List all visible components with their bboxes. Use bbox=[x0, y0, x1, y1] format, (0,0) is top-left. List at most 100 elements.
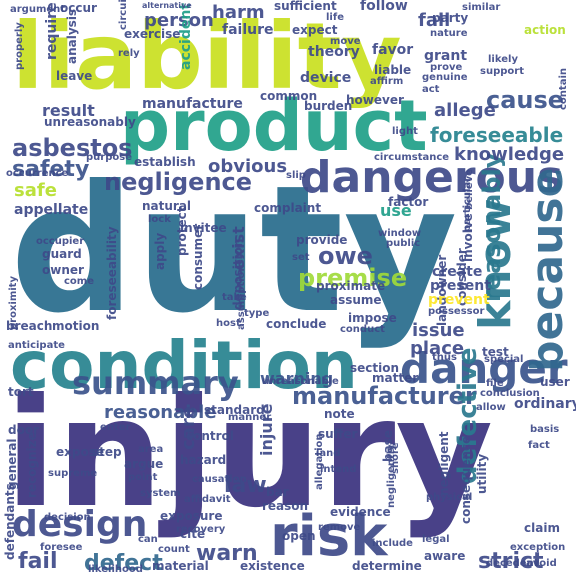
word-failure: failure bbox=[222, 22, 274, 38]
word-sufficient: sufficient bbox=[274, 0, 337, 13]
word-provide: provide bbox=[296, 233, 347, 247]
word-window: window bbox=[378, 228, 421, 239]
word-involve: involve bbox=[461, 213, 475, 262]
word-existence: existence bbox=[240, 559, 305, 573]
word-person: person bbox=[144, 10, 214, 31]
word-likelihood: likelihood bbox=[88, 564, 143, 575]
word-recovery: recovery bbox=[176, 524, 226, 535]
word-user: user bbox=[540, 375, 570, 389]
word-consider: consider bbox=[455, 248, 469, 306]
word-count: count bbox=[158, 544, 190, 555]
word-nature: nature bbox=[430, 28, 468, 39]
word-cite: cite bbox=[180, 527, 205, 541]
word-common: common bbox=[260, 89, 317, 103]
word-liable: liable bbox=[374, 63, 411, 77]
word-system: system bbox=[140, 488, 180, 499]
word-door: door bbox=[8, 423, 39, 437]
word-defect: defect bbox=[84, 551, 163, 576]
word-intend: intend bbox=[320, 464, 356, 475]
word-circumstance: circumstance bbox=[374, 152, 449, 163]
word-reasonably: reasonably bbox=[478, 152, 506, 302]
word-manufacturer: manufacturer bbox=[292, 382, 477, 410]
word-slip: slip bbox=[286, 170, 306, 181]
word-motion: motion bbox=[52, 319, 99, 333]
word-grant: grant bbox=[424, 48, 467, 64]
word-likely: likely bbox=[488, 54, 518, 65]
word-warn: warn bbox=[196, 541, 258, 566]
word-foresee: foresee bbox=[40, 542, 83, 553]
word-manner: manner bbox=[228, 412, 271, 423]
word-unreasonably: unreasonably bbox=[44, 115, 136, 129]
word-defendants: defendants bbox=[3, 483, 17, 560]
word-dangerous: dangerous bbox=[300, 152, 563, 203]
word-fail: fail bbox=[18, 549, 58, 574]
word-legal: legal bbox=[422, 534, 450, 545]
word-assumption: assumption bbox=[236, 264, 247, 330]
word-genuine: genuine bbox=[422, 72, 468, 83]
word-issue: issue bbox=[412, 320, 465, 341]
word-duty: duty bbox=[10, 149, 458, 352]
word-alternative: alternative bbox=[142, 1, 192, 10]
word-affidavit: affidavit bbox=[184, 494, 231, 505]
word-require: require bbox=[44, 2, 60, 60]
word-owner: owner bbox=[42, 263, 84, 277]
word-device: device bbox=[300, 70, 351, 86]
word-remove: remove bbox=[318, 522, 361, 533]
word-fall: fall bbox=[418, 10, 450, 31]
word-allege: allege bbox=[434, 100, 496, 121]
word-suffer: suffer bbox=[318, 427, 358, 441]
word-can: can bbox=[138, 534, 158, 545]
word-physical: physical bbox=[426, 492, 472, 503]
word-occupier: occupier bbox=[36, 236, 84, 247]
word-party: party bbox=[432, 11, 468, 25]
word-safety: safety bbox=[12, 157, 89, 182]
word-properly: properly bbox=[14, 22, 25, 70]
word-file: file bbox=[486, 378, 504, 389]
word-determine: determine bbox=[352, 559, 422, 573]
word-consumer: consumer bbox=[191, 224, 205, 290]
word-ordinary: ordinary bbox=[514, 396, 576, 412]
word-assume: assume bbox=[330, 293, 382, 307]
word-negligent: negligent bbox=[437, 431, 451, 496]
word-knowledge: knowledge bbox=[454, 144, 564, 165]
word-safe: safe bbox=[14, 180, 57, 201]
word-appellate: appellate bbox=[14, 202, 88, 218]
word-expose: expose bbox=[56, 445, 104, 459]
word-support: support bbox=[480, 66, 524, 77]
word-exist: exist bbox=[229, 226, 248, 270]
word-natural: natural bbox=[142, 199, 191, 213]
word-because: because bbox=[522, 168, 573, 372]
word-consequence: consequence bbox=[459, 436, 473, 524]
word-fact: fact bbox=[528, 440, 550, 451]
word-conduct: conduct bbox=[340, 324, 385, 335]
word-aware: aware bbox=[424, 549, 465, 563]
word-leave: leave bbox=[56, 69, 92, 83]
word-liability: liability bbox=[12, 3, 402, 110]
word-deposition: deposition bbox=[231, 239, 245, 310]
word-life: life bbox=[326, 12, 344, 23]
word-material: material bbox=[152, 559, 209, 573]
word-basis: basis bbox=[530, 424, 559, 435]
word-believe: believe bbox=[464, 169, 475, 210]
word-invitee: invitee bbox=[180, 221, 227, 235]
word-foreseeable: foreseeable bbox=[430, 123, 563, 147]
word-burden: burden bbox=[304, 99, 352, 113]
word-similar: similar bbox=[462, 2, 500, 13]
word-open: open bbox=[282, 529, 316, 543]
word-land: land bbox=[316, 448, 340, 459]
word-tort: tort bbox=[8, 385, 34, 399]
word-proximity: proximity bbox=[8, 276, 19, 330]
word-prove: prove bbox=[430, 62, 462, 73]
word-bar: bar bbox=[266, 485, 289, 499]
word-asbestos: asbestos bbox=[12, 134, 132, 162]
word-summary: summary bbox=[72, 364, 239, 402]
word-care: care bbox=[178, 406, 199, 450]
word-decision: decision bbox=[44, 512, 91, 523]
word-step: step bbox=[92, 445, 122, 459]
word-impose: impose bbox=[348, 311, 397, 325]
word-control: control bbox=[186, 429, 234, 443]
word-possessor: possessor bbox=[428, 306, 484, 317]
word-use: use bbox=[380, 201, 412, 220]
word-occurrence: occurrence bbox=[6, 168, 69, 179]
word-matter: matter bbox=[372, 371, 418, 385]
